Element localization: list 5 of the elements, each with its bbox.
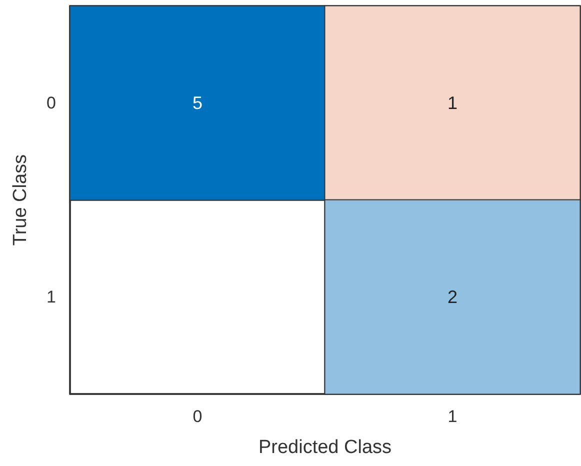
data-label: 5 [192, 93, 203, 113]
data-label: 1 [447, 93, 458, 113]
x-axis-title: Predicted Class [258, 437, 392, 458]
data-label: 2 [447, 287, 458, 307]
y-axis-title: True Class [10, 154, 31, 246]
